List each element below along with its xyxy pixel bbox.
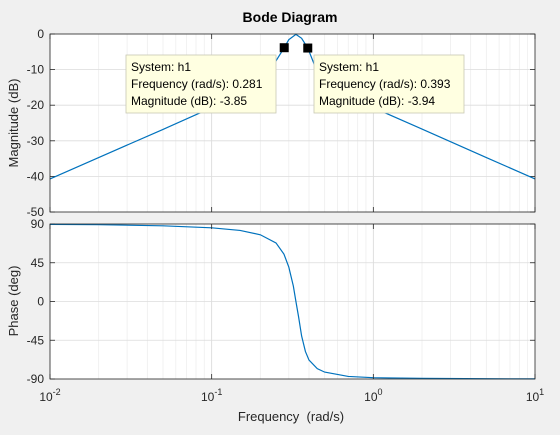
datatip-magnitude: Magnitude (dB): -3.85 (131, 94, 247, 108)
y-tick-label: -30 (27, 134, 45, 148)
y-tick-label: 45 (31, 256, 45, 270)
datatip-marker[interactable] (303, 43, 313, 53)
datatip-marker[interactable] (279, 43, 289, 53)
datatip-box (125, 54, 277, 114)
datatip-0[interactable]: System: h1 Frequency (rad/s): 0.281 Magn… (125, 43, 289, 114)
magnitude-ylabel: Magnitude (dB) (6, 79, 21, 168)
y-tick-label: -20 (27, 98, 45, 112)
x-axis-ticks (49, 34, 536, 379)
magnitude-ytick-labels: 0 -10 -20 -30 -40 -50 (27, 27, 45, 219)
phase-series-line (49, 223, 536, 380)
y-tick-label: -50 (27, 205, 45, 219)
y-tick-label: -90 (27, 372, 45, 386)
y-tick-label: 0 (37, 295, 44, 309)
y-tick-label: 0 (37, 27, 44, 41)
x-tick-label: 10-2 (39, 387, 60, 404)
phase-ytick-labels: 90 45 0 -45 -90 (27, 217, 45, 386)
datatip-system: System: h1 (319, 60, 379, 74)
x-tick-label: 101 (526, 387, 544, 404)
datatip-frequency: Frequency (rad/s): 0.281 (131, 77, 263, 91)
chart-title: Bode Diagram (243, 9, 338, 25)
datatip-box (313, 54, 465, 114)
datatip-system: System: h1 (131, 60, 191, 74)
phase-ylabel: Phase (deg) (6, 266, 21, 337)
y-tick-label: 90 (31, 217, 45, 231)
x-axis-tick-labels: 10-2 10-1 100 101 (39, 387, 544, 404)
x-tick-label: 100 (364, 387, 382, 404)
datatip-1[interactable]: System: h1 Frequency (rad/s): 0.393 Magn… (303, 43, 465, 114)
phase-axes: 90 45 0 -45 -90 Phase (deg) (6, 217, 536, 386)
y-tick-label: -40 (27, 169, 45, 183)
y-tick-label: -10 (27, 63, 45, 77)
x-axis-label: Frequency (rad/s) (238, 409, 344, 424)
magnitude-axes-frame (49, 33, 536, 213)
datatip-magnitude: Magnitude (dB): -3.94 (319, 94, 435, 108)
datatip-frequency: Frequency (rad/s): 0.393 (319, 77, 451, 91)
phase-axes-frame (49, 223, 536, 380)
y-tick-label: -45 (27, 333, 45, 347)
x-tick-label: 10-1 (201, 387, 222, 404)
